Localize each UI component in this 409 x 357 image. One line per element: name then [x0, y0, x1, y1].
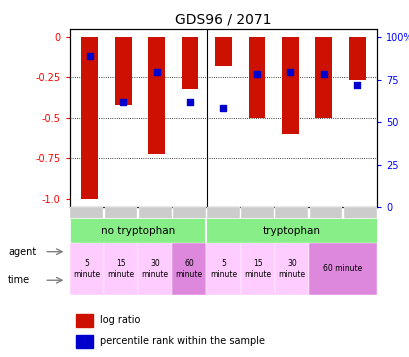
Point	[119, 99, 126, 105]
Text: log ratio: log ratio	[100, 315, 140, 325]
Text: 15
minute: 15 minute	[107, 259, 134, 279]
Text: agent: agent	[8, 247, 36, 257]
Text: 60
minute: 60 minute	[175, 259, 202, 279]
Point	[86, 53, 93, 59]
Title: GDS96 / 2071: GDS96 / 2071	[175, 12, 271, 26]
Bar	[115, 37, 131, 105]
Text: 5
minute: 5 minute	[209, 259, 236, 279]
FancyBboxPatch shape	[172, 243, 206, 295]
FancyBboxPatch shape	[206, 218, 376, 243]
Text: 5
minute: 5 minute	[73, 259, 100, 279]
Bar	[181, 37, 198, 89]
Text: time: time	[8, 275, 30, 285]
Text: 15
minute: 15 minute	[243, 259, 270, 279]
FancyBboxPatch shape	[70, 207, 103, 219]
Point	[153, 70, 160, 75]
FancyBboxPatch shape	[309, 207, 342, 219]
Text: 30
minute: 30 minute	[141, 259, 168, 279]
FancyBboxPatch shape	[104, 207, 137, 219]
Point	[186, 99, 193, 105]
Bar	[215, 37, 231, 66]
Bar	[76, 335, 92, 348]
Bar	[348, 37, 364, 80]
Bar	[81, 37, 98, 199]
Bar	[315, 37, 331, 118]
FancyBboxPatch shape	[70, 218, 206, 243]
FancyBboxPatch shape	[240, 243, 274, 295]
FancyBboxPatch shape	[343, 207, 375, 219]
Bar	[281, 37, 298, 134]
FancyBboxPatch shape	[173, 207, 205, 219]
Point	[253, 71, 260, 77]
Point	[286, 70, 293, 75]
Text: 30
minute: 30 minute	[278, 259, 305, 279]
FancyBboxPatch shape	[207, 207, 239, 219]
Text: no tryptophan: no tryptophan	[101, 226, 175, 236]
FancyBboxPatch shape	[70, 243, 103, 295]
FancyBboxPatch shape	[275, 207, 308, 219]
FancyBboxPatch shape	[274, 243, 308, 295]
Point	[220, 105, 226, 111]
Point	[320, 71, 326, 77]
Bar	[248, 37, 265, 118]
FancyBboxPatch shape	[103, 243, 138, 295]
FancyBboxPatch shape	[138, 243, 172, 295]
FancyBboxPatch shape	[138, 207, 171, 219]
Bar	[148, 37, 164, 154]
Text: tryptophan: tryptophan	[262, 226, 320, 236]
Text: 60 minute: 60 minute	[323, 265, 362, 273]
Bar	[76, 313, 92, 327]
Text: percentile rank within the sample: percentile rank within the sample	[100, 336, 265, 346]
FancyBboxPatch shape	[240, 207, 273, 219]
FancyBboxPatch shape	[206, 243, 240, 295]
FancyBboxPatch shape	[308, 243, 376, 295]
Point	[353, 82, 360, 88]
